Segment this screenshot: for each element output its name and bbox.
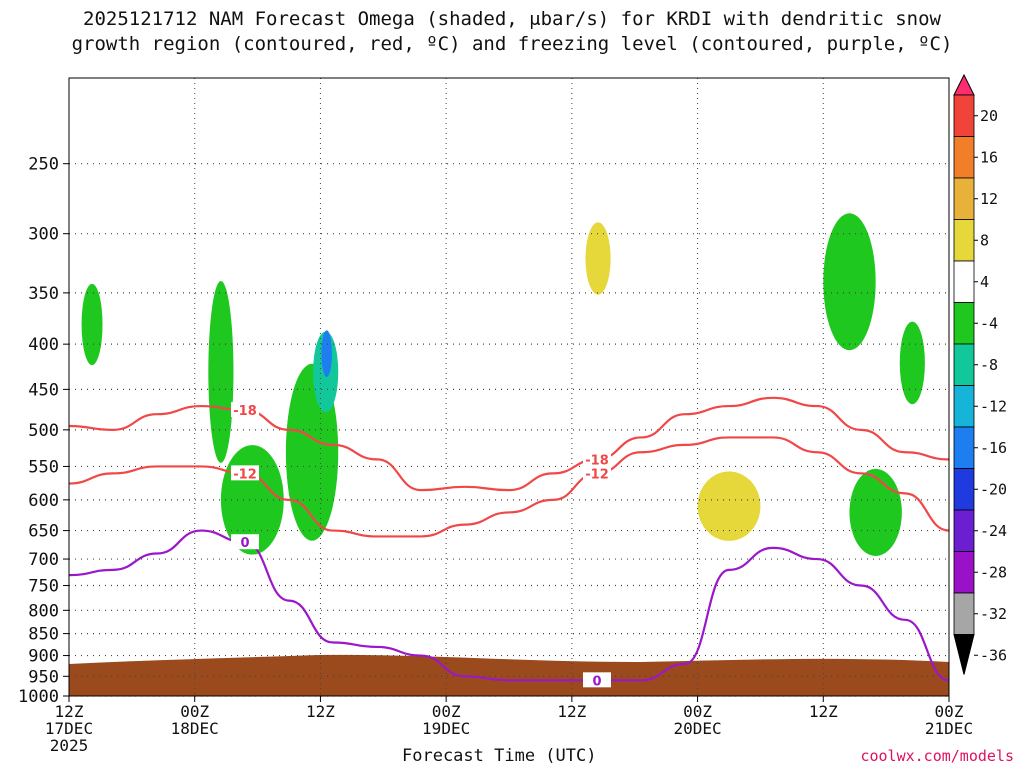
colorbar-swatch-11 [953, 509, 975, 552]
contour-label-dgz-upper-m18-1: -18 [585, 453, 609, 468]
plot-frame [68, 77, 950, 697]
contour-label-freezing-level-0-1: 0 [592, 674, 601, 689]
colorbar-label-6: -8 [980, 356, 998, 374]
omega-descent-1 [585, 222, 611, 295]
contour-label-bg-dgz-upper-m18-1 [583, 451, 611, 467]
contour-label-dgz-upper-m18-0: -18 [233, 404, 257, 419]
contour-label-bg-freezing-level-0-1 [583, 672, 611, 688]
omega-ascent-1 [81, 283, 103, 366]
colorbar-swatch-8 [953, 385, 975, 428]
contour-label-dgz-lower-m12-1: -12 [585, 467, 609, 482]
omega-ascent-7 [823, 213, 876, 351]
colorbar-label-0: 20 [980, 107, 998, 125]
colorbar-label-9: -20 [980, 480, 1007, 498]
colorbar-legend: 20 16 12 8 4 -4 -8 -12 -16 -20 -24 -28 -32 -36 [953, 73, 1007, 675]
colorbar-label-10: -24 [980, 522, 1007, 540]
colorbar-swatch-13 [953, 592, 975, 635]
y-tick-label-850: 850 [28, 625, 59, 645]
colorbar-label-12: -32 [980, 605, 1007, 623]
y-tick-label-900: 900 [28, 647, 59, 667]
colorbar-label-11: -28 [980, 563, 1007, 581]
colorbar-swatch-3 [953, 177, 975, 220]
colorbar-swatch-1 [953, 94, 975, 137]
contour-dgz-lower-m12 [69, 436, 949, 538]
chart-title-line-1: 2025121712 NAM Forecast Omega (shaded, μ… [83, 8, 941, 30]
colorbar-label-4: 4 [980, 273, 989, 291]
colorbar-label-13: -36 [980, 646, 1007, 664]
y-tick-label-1000: 1000 [18, 687, 59, 707]
omega-ascent-9 [899, 321, 925, 405]
colorbar-swatch-2 [953, 136, 975, 179]
contour-freezing-level-0 [69, 529, 949, 682]
x-tick-label-5-0: 00Z [683, 702, 712, 721]
y-tick-label-450: 450 [28, 380, 59, 400]
y-axis: 2503003504004505005506006507007508008509… [18, 155, 69, 707]
omega-ascent-8 [849, 468, 902, 556]
contour-dgz-upper-m18 [69, 396, 949, 492]
x-tick-label-3-1: 19DEC [422, 719, 470, 738]
x-tick-label-4-0: 12Z [557, 702, 586, 721]
x-tick-label-0-2: 2025 [50, 736, 89, 755]
contour-label-freezing-level-0-0: 0 [240, 536, 249, 551]
y-tick-label-400: 400 [28, 335, 59, 355]
colorbar-label-3: 8 [980, 231, 989, 249]
colorbar-swatch-12 [953, 551, 975, 594]
omega-shading-layer [81, 213, 925, 556]
omega-descent-2 [697, 471, 761, 541]
colorbar-swatch-5 [953, 260, 975, 303]
colorbar-label-8: -16 [980, 439, 1007, 457]
chart-title-line-2: growth region (contoured, red, ºC) and f… [71, 33, 953, 55]
x-tick-label-0-1: 17DEC [45, 719, 93, 738]
y-tick-label-950: 950 [28, 667, 59, 687]
contour-label-bg-dgz-upper-m18-0 [231, 402, 259, 418]
colorbar-swatch-10 [953, 468, 975, 511]
x-tick-label-1-1: 18DEC [171, 719, 219, 738]
y-tick-label-350: 350 [28, 284, 59, 304]
x-tick-label-6-0: 12Z [809, 702, 838, 721]
y-tick-label-250: 250 [28, 155, 59, 175]
colorbar-top-arrow [953, 73, 975, 96]
colorbar-swatch-6 [953, 302, 975, 345]
contour-label-bg-freezing-level-0-0 [231, 534, 259, 550]
colorbar-swatch-4 [953, 219, 975, 262]
colorbar-swatch-9 [953, 426, 975, 469]
y-tick-label-500: 500 [28, 421, 59, 441]
colorbar-label-1: 16 [980, 148, 998, 166]
x-axis-title: Forecast Time (UTC) [402, 746, 597, 766]
colorbar-label-5: -4 [980, 314, 998, 332]
y-tick-label-650: 650 [28, 522, 59, 542]
colorbar-swatch-7 [953, 343, 975, 386]
credit-link[interactable]: coolwx.com/models [860, 747, 1014, 765]
x-tick-label-3-0: 00Z [432, 702, 461, 721]
y-tick-label-800: 800 [28, 601, 59, 621]
omega-ascent-6 [321, 330, 332, 378]
colorbar-label-2: 12 [980, 190, 998, 208]
y-tick-label-300: 300 [28, 225, 59, 245]
contour-label-bg-dgz-lower-m12-0 [231, 465, 259, 481]
x-tick-label-5-1: 20DEC [673, 719, 721, 738]
contour-label-dgz-lower-m12-0: -12 [233, 467, 257, 482]
ground-terrain [69, 654, 949, 696]
x-tick-label-7-1: 21DEC [925, 719, 973, 738]
x-tick-label-7-0: 00Z [935, 702, 964, 721]
contour-label-bg-dgz-lower-m12-1 [583, 465, 611, 481]
y-tick-label-750: 750 [28, 577, 59, 597]
x-tick-label-0-0: 12Z [55, 702, 84, 721]
y-tick-label-600: 600 [28, 491, 59, 511]
x-tick-label-2-0: 12Z [306, 702, 335, 721]
colorbar-label-7: -12 [980, 397, 1007, 415]
pressure-gridlines [68, 78, 950, 697]
y-tick-label-550: 550 [28, 457, 59, 477]
omega-ascent-2 [208, 280, 234, 463]
y-tick-label-700: 700 [28, 550, 59, 570]
x-tick-label-1-0: 00Z [180, 702, 209, 721]
colorbar-bottom-arrow [953, 634, 975, 675]
